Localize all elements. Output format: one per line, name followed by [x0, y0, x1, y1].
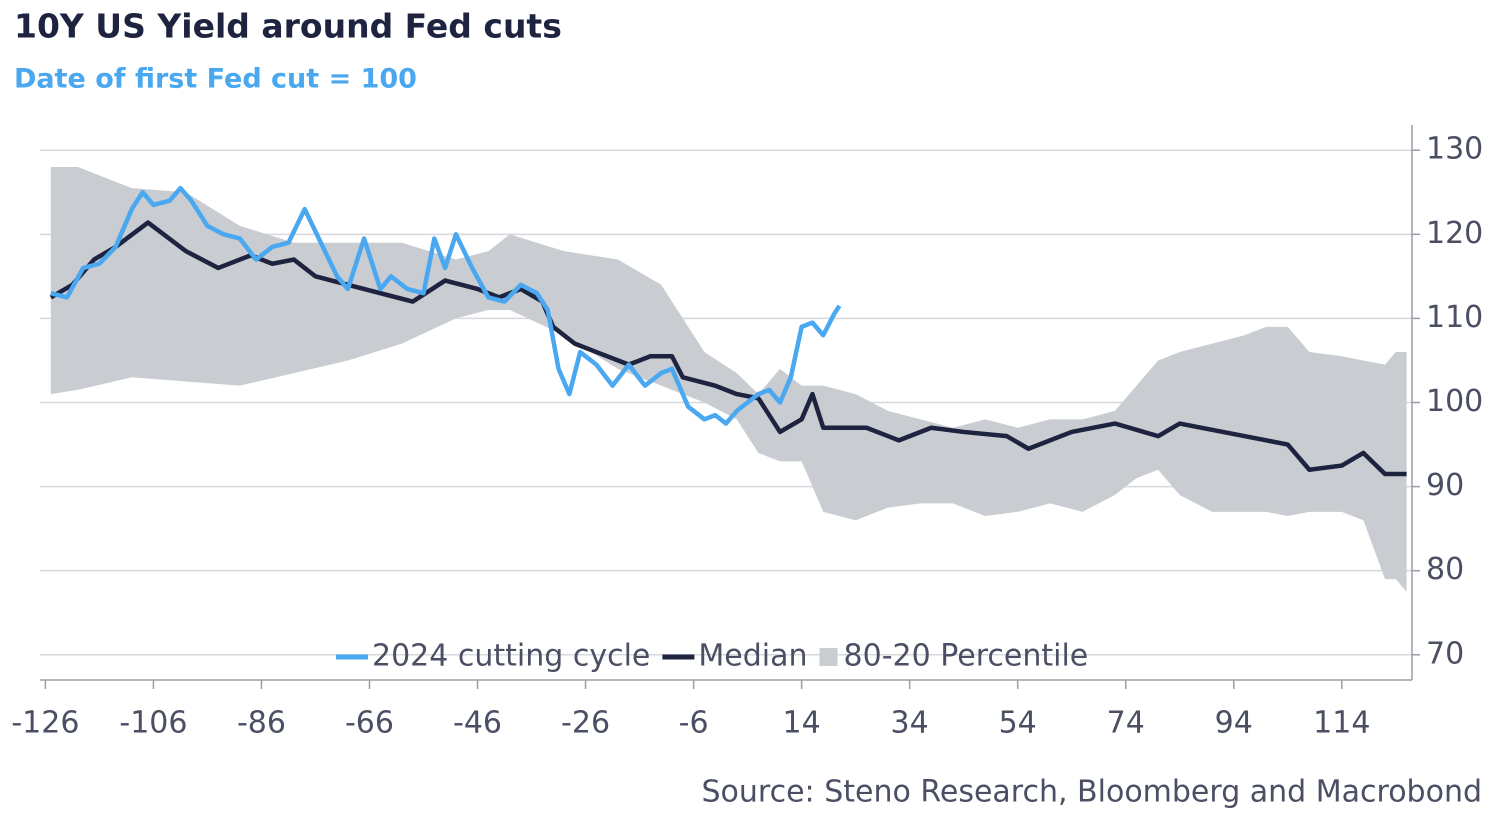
legend-swatch — [819, 648, 838, 666]
percentile-band — [50, 167, 1407, 592]
series-line — [50, 185, 842, 426]
y-tick-label: 120 — [1426, 216, 1483, 251]
legend-label: 80-20 Percentile — [844, 639, 1089, 674]
x-tick-label: 54 — [999, 706, 1037, 741]
y-tick-label: 130 — [1426, 132, 1483, 167]
legend-label: 2024 cutting cycle — [372, 639, 650, 674]
chart-title: 10Y US Yield around Fed cuts — [14, 7, 562, 46]
x-tick-label: 34 — [891, 706, 929, 741]
chart-subtitle: Date of first Fed cut = 100 — [14, 64, 417, 95]
x-tick-label: -126 — [11, 706, 79, 741]
x-tick-label: 74 — [1107, 706, 1145, 741]
y-tick-label: 100 — [1426, 384, 1483, 419]
legend-label: Median — [698, 639, 807, 674]
x-tick-label: 114 — [1313, 706, 1370, 741]
x-tick-label: -46 — [453, 706, 502, 741]
y-tick-label: 70 — [1426, 636, 1464, 671]
x-tick-label: -66 — [345, 706, 394, 741]
x-tick-label: -6 — [679, 706, 709, 741]
y-tick-label: 110 — [1426, 300, 1483, 335]
x-tick-label: 94 — [1215, 706, 1253, 741]
x-tick-label: -26 — [561, 706, 610, 741]
y-tick-label: 90 — [1426, 468, 1464, 503]
x-tick-label: -106 — [119, 706, 187, 741]
x-tick-label: 14 — [783, 706, 821, 741]
y-tick-label: 80 — [1426, 552, 1464, 587]
x-tick-label: -86 — [237, 706, 286, 741]
source-note: Source: Steno Research, Bloomberg and Ma… — [702, 775, 1482, 810]
series-line — [49, 220, 1407, 477]
